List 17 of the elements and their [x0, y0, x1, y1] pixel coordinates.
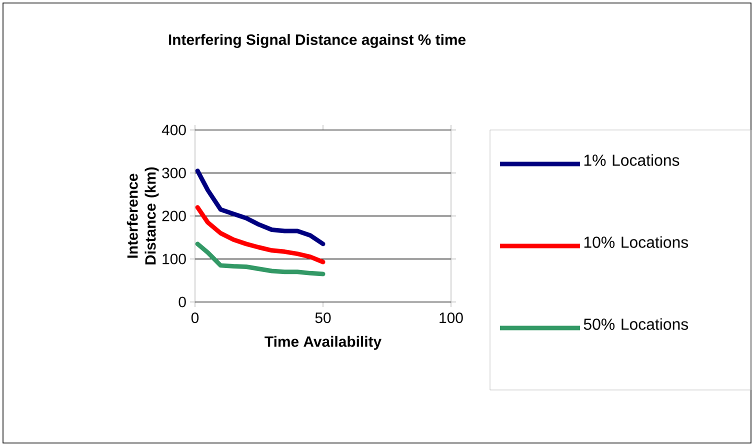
text: 10% Locations	[584, 236, 688, 248]
y-axis-title: Interference Distance (km)	[126, 167, 159, 264]
y-tick-label: 100	[162, 254, 186, 264]
line-series	[195, 242, 326, 276]
y-tick-label: 400	[162, 124, 186, 136]
y-tick-label: 0	[178, 296, 186, 308]
x-axis-title: Time Availability	[264, 336, 382, 350]
chart-title: Interfering Signal Distance against % time	[168, 34, 466, 48]
line-series	[195, 168, 326, 246]
text: 1% Locations	[584, 154, 680, 166]
x-tick-label: 50	[315, 312, 331, 324]
x-tick-label: 100	[440, 312, 463, 324]
x-tick-label: 0	[191, 312, 199, 324]
text: 50% Locations	[584, 318, 688, 330]
y-tick-label: 300	[162, 168, 186, 178]
y-tick-label: 200	[162, 210, 186, 222]
line-series	[195, 205, 326, 264]
